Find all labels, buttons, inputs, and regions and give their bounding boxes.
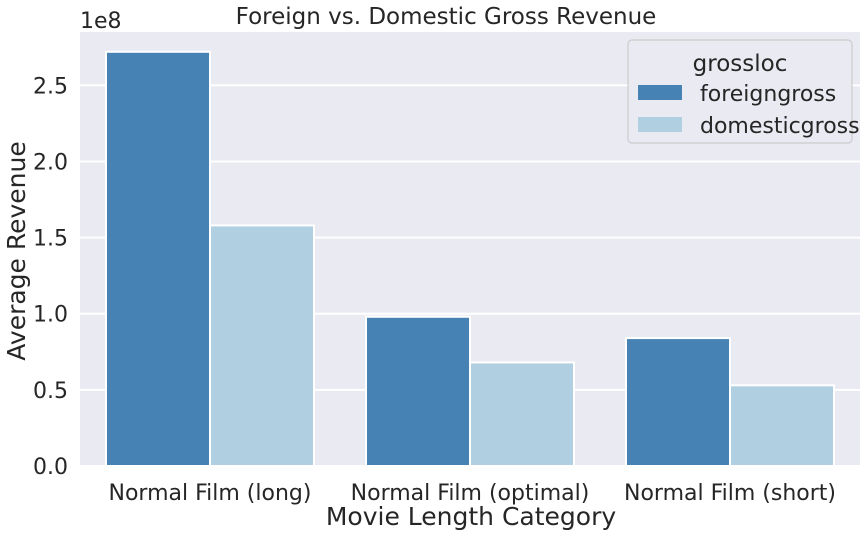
y-offset-label: 1e8 bbox=[80, 9, 122, 34]
x-axis-label: Movie Length Category bbox=[326, 502, 617, 531]
legend-swatch-domesticgross bbox=[638, 117, 682, 132]
bar-foreigngross bbox=[365, 315, 471, 468]
x-tick-label: Normal Film (optimal) bbox=[351, 481, 590, 506]
legend-label-foreigngross: foreigngross bbox=[700, 82, 836, 107]
x-tick-label: Normal Film (short) bbox=[624, 481, 836, 506]
bar-foreigngross bbox=[105, 50, 211, 468]
y-tick-label: 1.5 bbox=[33, 227, 68, 252]
y-tick-label: 1.0 bbox=[33, 303, 68, 328]
y-tick-label: 0.0 bbox=[33, 455, 68, 480]
legend-title: grossloc bbox=[693, 51, 788, 77]
bars bbox=[105, 50, 835, 468]
y-tick-label: 0.5 bbox=[33, 379, 68, 404]
y-axis-ticks: 0.0 0.5 1.0 1.5 2.0 2.5 bbox=[33, 74, 68, 480]
x-tick-label: Normal Film (long) bbox=[109, 481, 312, 506]
legend-swatch-foreigngross bbox=[638, 85, 682, 100]
bar-foreigngross bbox=[625, 337, 731, 467]
bar-domesticgross bbox=[469, 361, 575, 468]
y-tick-label: 2.0 bbox=[33, 150, 68, 175]
y-tick-label: 2.5 bbox=[33, 74, 68, 99]
bar-domesticgross bbox=[729, 384, 835, 467]
chart-title: Foreign vs. Domestic Gross Revenue bbox=[236, 4, 657, 30]
legend-label-domesticgross: domesticgross bbox=[700, 114, 860, 139]
x-axis-ticks: Normal Film (long) Normal Film (optimal) N… bbox=[109, 481, 836, 506]
legend-frame bbox=[627, 39, 853, 144]
y-axis-label: Average Revenue bbox=[2, 141, 31, 360]
legend: grossloc foreigngross domesticgross bbox=[627, 39, 860, 144]
bar-domesticgross bbox=[209, 224, 315, 467]
